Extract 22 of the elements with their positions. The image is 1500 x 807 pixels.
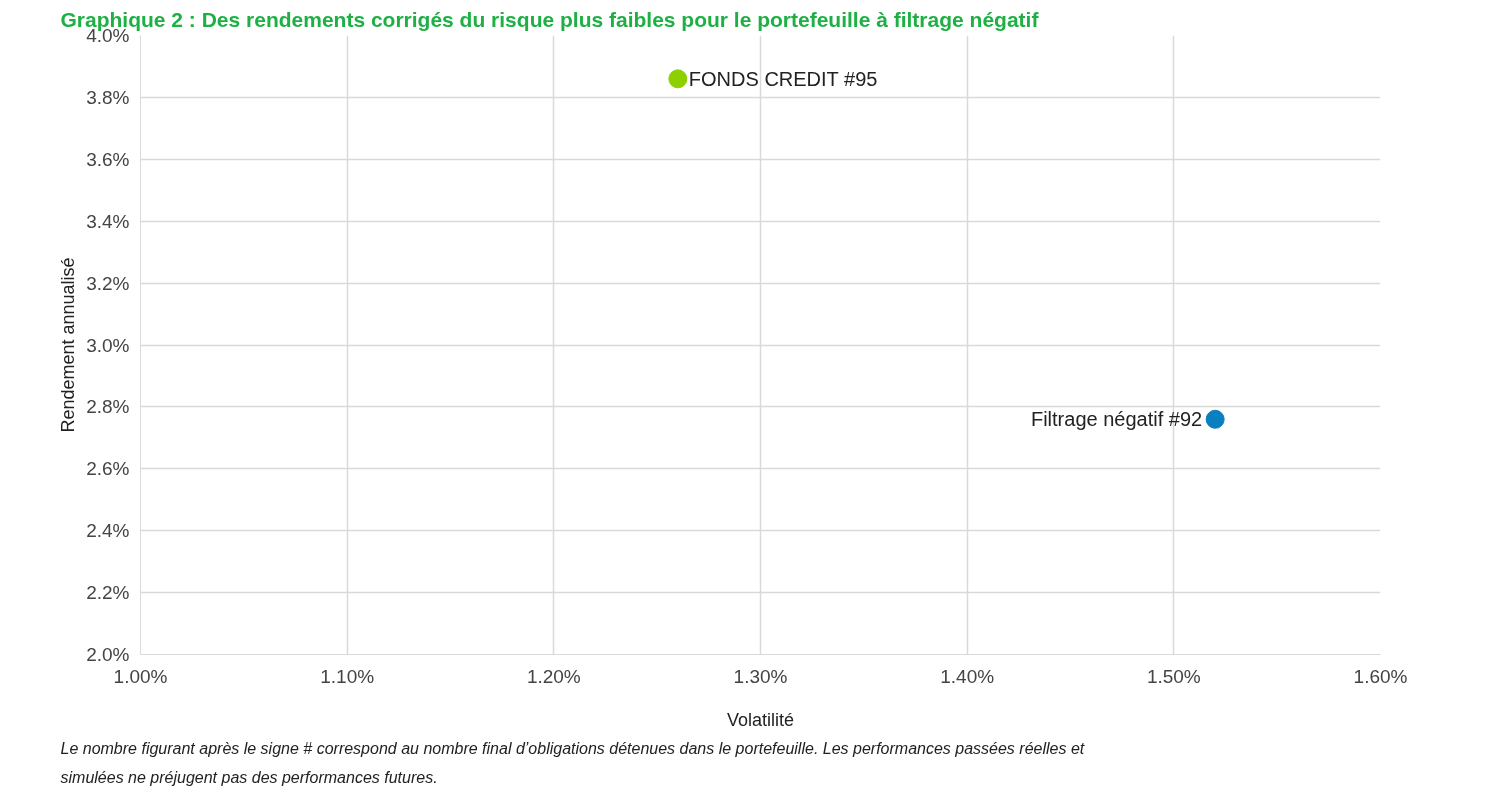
y-tick-label: 3.2%: [86, 272, 130, 294]
y-tick-label: 2.2%: [86, 582, 130, 604]
x-tick-label: 1.30%: [733, 665, 788, 687]
series-label: FONDS CREDIT #95: [688, 67, 878, 90]
y-tick-label: 2.8%: [86, 396, 130, 418]
x-tick-label: 1.60%: [1353, 665, 1408, 687]
y-tick-label: 2.6%: [86, 458, 130, 480]
x-tick-label: 1.10%: [320, 665, 375, 687]
y-tick-label: 3.0%: [86, 334, 130, 356]
series-label: Filtrage négatif #92: [1030, 408, 1203, 431]
y-tick-label: 3.8%: [86, 86, 130, 108]
x-tick-label: 1.00%: [113, 665, 168, 687]
text: Le nombre figurant après le signe # correspond au nombre final d’obligations détenues dans le portefeuille. Les performances passées réelles et simulées ne préjugent pas des performances futures.: [60, 739, 1085, 786]
x-tick-label: 1.40%: [940, 665, 995, 687]
x-tick-label: 1.50%: [1146, 665, 1201, 687]
y-tick-label: 3.6%: [86, 148, 130, 170]
y-tick-label: 3.4%: [86, 210, 130, 232]
x-tick-label: 1.20%: [526, 665, 581, 687]
x-axis-title: Volatilité: [726, 709, 795, 730]
y-tick-label: 2.0%: [86, 644, 130, 665]
y-axis-title: Rendement annualisé: [58, 257, 79, 433]
y-tick-label: 2.4%: [86, 520, 130, 542]
